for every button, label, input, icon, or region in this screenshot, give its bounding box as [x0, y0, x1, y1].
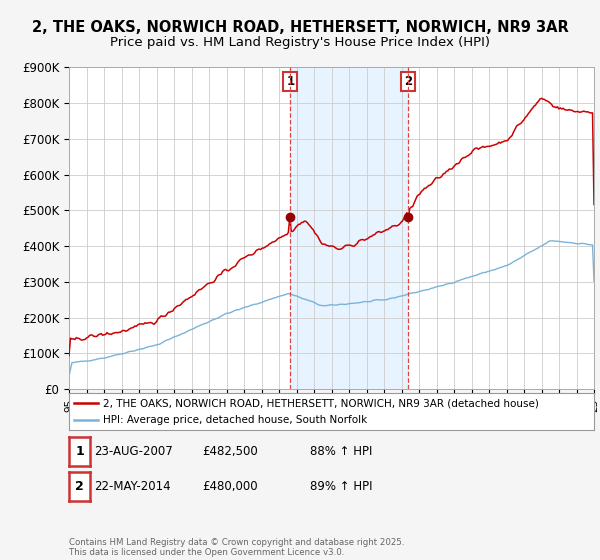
Text: 88% ↑ HPI: 88% ↑ HPI — [310, 445, 373, 458]
Text: HPI: Average price, detached house, South Norfolk: HPI: Average price, detached house, Sout… — [103, 416, 367, 426]
Text: £482,500: £482,500 — [202, 445, 258, 458]
Text: 89% ↑ HPI: 89% ↑ HPI — [310, 480, 373, 493]
Text: 2, THE OAKS, NORWICH ROAD, HETHERSETT, NORWICH, NR9 3AR (detached house): 2, THE OAKS, NORWICH ROAD, HETHERSETT, N… — [103, 398, 539, 408]
Text: £480,000: £480,000 — [202, 480, 258, 493]
Text: 2: 2 — [404, 75, 412, 88]
Text: Contains HM Land Registry data © Crown copyright and database right 2025.
This d: Contains HM Land Registry data © Crown c… — [69, 538, 404, 557]
Text: 1: 1 — [75, 445, 84, 458]
Text: 2: 2 — [75, 480, 84, 493]
Bar — [290, 67, 409, 389]
Text: 22-MAY-2014: 22-MAY-2014 — [94, 480, 171, 493]
Text: 1: 1 — [286, 75, 295, 88]
Text: 23-AUG-2007: 23-AUG-2007 — [94, 445, 173, 458]
Text: Price paid vs. HM Land Registry's House Price Index (HPI): Price paid vs. HM Land Registry's House … — [110, 36, 490, 49]
Text: 2, THE OAKS, NORWICH ROAD, HETHERSETT, NORWICH, NR9 3AR: 2, THE OAKS, NORWICH ROAD, HETHERSETT, N… — [32, 20, 568, 35]
